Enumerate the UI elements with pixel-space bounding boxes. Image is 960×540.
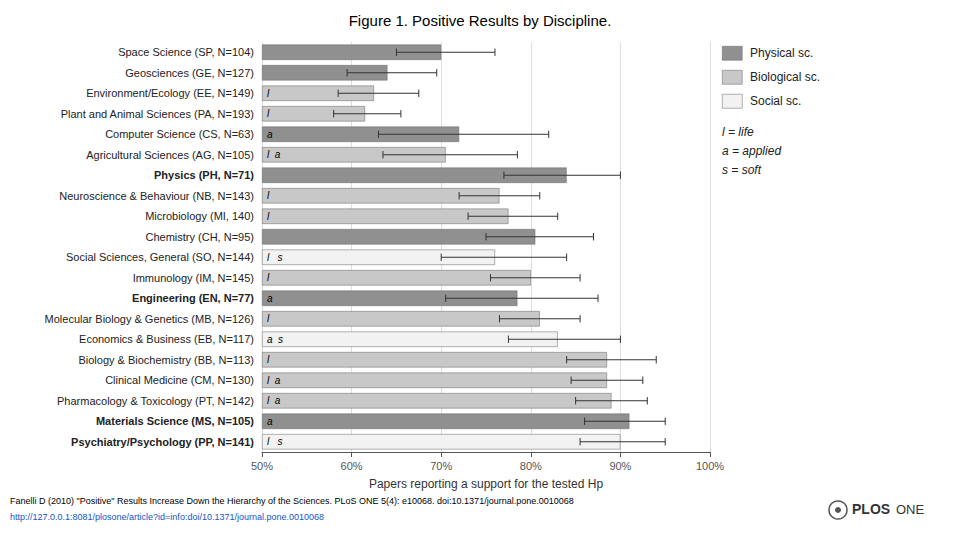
svg-text:Pharmacology & Toxicology (PT,: Pharmacology & Toxicology (PT, N=142)	[57, 395, 254, 407]
svg-text:Materials Science (MS, N=105): Materials Science (MS, N=105)	[96, 415, 254, 427]
svg-text:70%: 70%	[430, 460, 452, 472]
svg-text:Psychiatry/Psychology (PP, N=1: Psychiatry/Psychology (PP, N=141)	[71, 436, 254, 448]
svg-text:l a: l a	[267, 395, 281, 406]
svg-text:a s: a s	[267, 334, 283, 345]
svg-text:Neuroscience & Behaviour (NB,: Neuroscience & Behaviour (NB, N=143)	[59, 190, 254, 202]
svg-text:l = life: l = life	[722, 125, 754, 139]
svg-text:Social sc.: Social sc.	[750, 94, 801, 108]
svg-text:Figure 1. Positive Results by: Figure 1. Positive Results by Discipline…	[349, 12, 612, 29]
svg-text:80%: 80%	[520, 460, 542, 472]
svg-text:Engineering (EN, N=77): Engineering (EN, N=77)	[132, 292, 254, 304]
svg-text:PLOS: PLOS	[852, 501, 890, 517]
svg-text:a: a	[267, 293, 273, 304]
svg-text:Papers reporting a support for: Papers reporting a support for the teste…	[369, 477, 603, 491]
svg-text:l: l	[267, 354, 270, 365]
svg-text:Computer Science (CS, N=63): Computer Science (CS, N=63)	[105, 128, 254, 140]
svg-text:Biology & Biochemistry (BB, N=: Biology & Biochemistry (BB, N=113)	[78, 354, 254, 366]
svg-text:a = applied: a = applied	[722, 144, 781, 158]
svg-text:l: l	[267, 211, 270, 222]
svg-text:Economics & Business (EB, N=11: Economics & Business (EB, N=117)	[79, 333, 254, 345]
svg-text:l s: l s	[267, 252, 283, 263]
svg-text:50%: 50%	[251, 460, 273, 472]
svg-text:100%: 100%	[696, 460, 724, 472]
svg-text:Space Science (SP, N=104): Space Science (SP, N=104)	[118, 46, 254, 58]
svg-text:l: l	[267, 108, 270, 119]
svg-text:Plant and Animal Sciences (PA,: Plant and Animal Sciences (PA, N=193)	[61, 108, 254, 120]
svg-text:Immunology (IM, N=145): Immunology (IM, N=145)	[133, 272, 254, 284]
svg-text:Physical sc.: Physical sc.	[750, 46, 813, 60]
svg-text:90%: 90%	[609, 460, 631, 472]
svg-text:l: l	[267, 190, 270, 201]
svg-text:Fanelli D (2010) "Positive" Re: Fanelli D (2010) "Positive" Results Incr…	[10, 496, 574, 506]
svg-text:a: a	[267, 129, 273, 140]
svg-text:Clinical Medicine (CM, N=130): Clinical Medicine (CM, N=130)	[105, 374, 254, 386]
svg-text:l a: l a	[267, 149, 281, 160]
svg-text:Molecular Biology & Genetics (: Molecular Biology & Genetics (MB, N=126)	[45, 313, 254, 325]
svg-text:l a: l a	[267, 375, 281, 386]
svg-text:Physics (PH, N=71): Physics (PH, N=71)	[154, 169, 254, 181]
svg-text:60%: 60%	[341, 460, 363, 472]
svg-text:Social Sciences, General (SO,: Social Sciences, General (SO, N=144)	[66, 251, 254, 263]
svg-text:Environment/Ecology (EE, N=149: Environment/Ecology (EE, N=149)	[86, 87, 254, 99]
svg-text:Chemistry (CH, N=95): Chemistry (CH, N=95)	[146, 231, 255, 243]
svg-text:http://127.0.0.1:8081/plosone/: http://127.0.0.1:8081/plosone/article?id…	[10, 512, 324, 522]
svg-text:s = soft: s = soft	[722, 163, 762, 177]
svg-text:l: l	[267, 272, 270, 283]
svg-text:ONE: ONE	[896, 502, 925, 517]
svg-text:Geosciences (GE, N=127): Geosciences (GE, N=127)	[125, 67, 254, 79]
svg-text:Microbiology (MI, 140): Microbiology (MI, 140)	[145, 210, 254, 222]
svg-text:l: l	[267, 88, 270, 99]
svg-text:a: a	[267, 416, 273, 427]
svg-text:Agricultural Sciences (AG, N=1: Agricultural Sciences (AG, N=105)	[86, 149, 254, 161]
svg-text:l: l	[267, 313, 270, 324]
svg-text:l s: l s	[267, 436, 283, 447]
svg-text:Biological sc.: Biological sc.	[750, 70, 820, 84]
